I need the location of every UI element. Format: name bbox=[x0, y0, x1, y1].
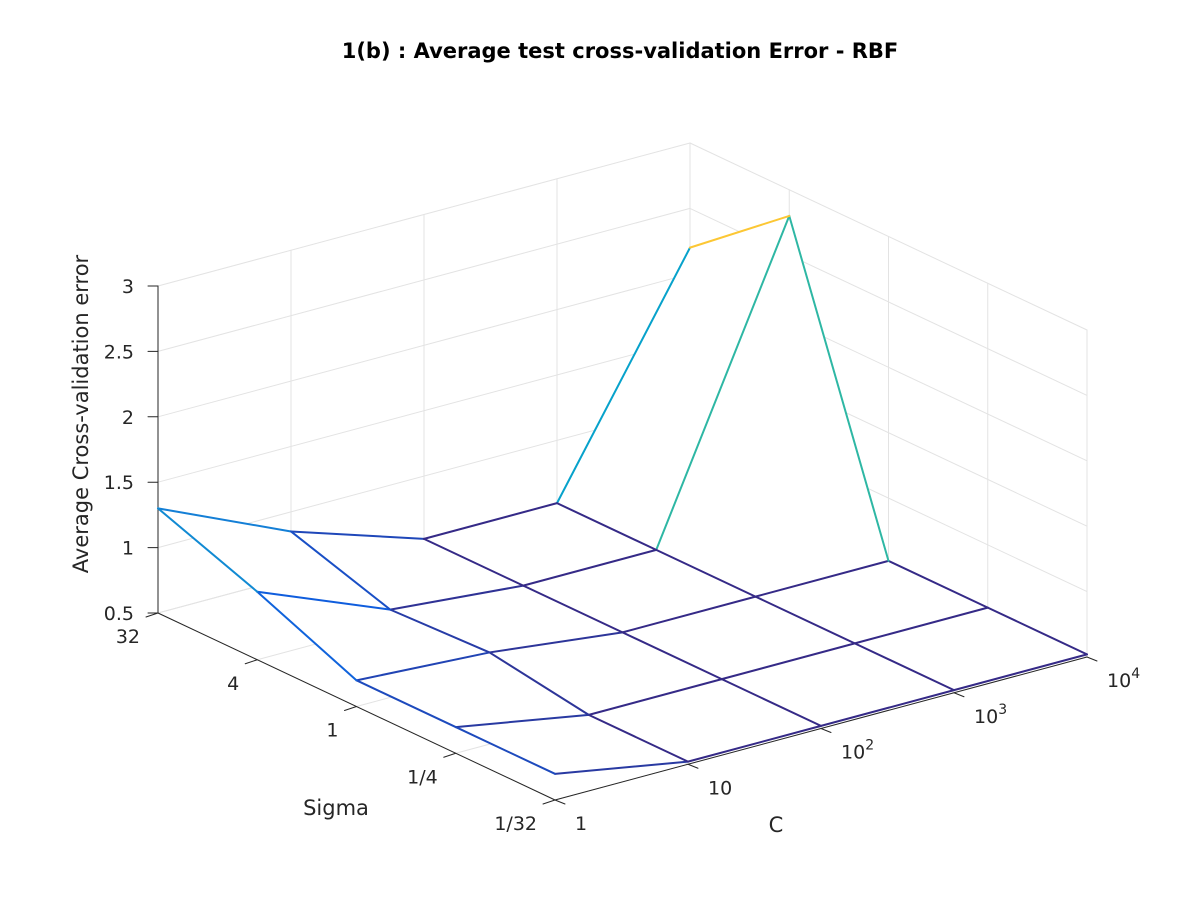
mesh-edge bbox=[754, 595, 856, 645]
surface-face bbox=[257, 591, 490, 681]
axes bbox=[145, 285, 1098, 805]
mesh-edge bbox=[554, 760, 689, 775]
x-tick-label: 102 bbox=[841, 738, 874, 764]
mesh-edge bbox=[355, 679, 457, 729]
mesh-edge bbox=[689, 214, 791, 249]
grid-line bbox=[157, 142, 691, 287]
mesh-edge bbox=[522, 548, 658, 587]
grid-line bbox=[689, 142, 1088, 331]
mesh-edge bbox=[522, 584, 624, 634]
x-tick-mark bbox=[820, 728, 832, 733]
mesh-edge bbox=[853, 606, 989, 645]
mesh-edge bbox=[986, 606, 1088, 656]
y-tick-mark bbox=[443, 752, 457, 758]
tick-labels: 1 10 102 103 104 1/32 1/4 1 4 320.5 1 1.5 2 2.5 3 bbox=[104, 276, 1140, 835]
y-tick-mark bbox=[145, 612, 159, 618]
z-tick-label: 1 bbox=[122, 538, 134, 560]
mesh-edge bbox=[290, 530, 392, 611]
mesh-edge bbox=[256, 590, 358, 682]
x-tick-mark bbox=[1086, 656, 1098, 662]
mesh-edge bbox=[953, 653, 1088, 692]
mesh-edge bbox=[754, 559, 890, 598]
mesh-edge bbox=[389, 584, 525, 611]
mesh-edge bbox=[621, 595, 757, 634]
z-tick-label: 0.5 bbox=[104, 603, 134, 625]
surface-face bbox=[557, 215, 790, 550]
grid-line bbox=[157, 273, 691, 418]
y-tick-mark bbox=[344, 706, 357, 711]
y-tick-mark bbox=[542, 799, 556, 805]
surface-face bbox=[291, 531, 524, 610]
x-tick-label: 10 bbox=[708, 777, 732, 799]
mesh-edge bbox=[454, 726, 556, 775]
mesh-edge bbox=[290, 530, 425, 540]
x-tick-label: 104 bbox=[1107, 666, 1140, 692]
y-tick-label: 1/4 bbox=[407, 766, 438, 788]
surface-face bbox=[656, 215, 889, 597]
mesh-edge bbox=[587, 678, 723, 716]
y-tick-mark bbox=[244, 659, 258, 665]
surface-mesh bbox=[157, 214, 1088, 775]
mesh-edge bbox=[687, 724, 822, 763]
surface-face bbox=[390, 585, 623, 653]
y-tick-label: 32 bbox=[116, 626, 140, 648]
z-tick-label: 2.5 bbox=[104, 341, 134, 363]
mesh-edge bbox=[423, 502, 558, 540]
mesh-edge bbox=[355, 651, 491, 682]
mesh-edge bbox=[488, 651, 590, 716]
mesh-edge bbox=[788, 214, 890, 562]
chart-title: 1(b) : Average test cross-validation Err… bbox=[342, 39, 899, 63]
z-tick-label: 2 bbox=[122, 407, 134, 429]
mesh-edge bbox=[423, 537, 525, 587]
mesh-edge bbox=[256, 590, 392, 611]
x-tick-mark bbox=[687, 763, 699, 769]
mesh-edge bbox=[389, 608, 491, 654]
mesh-edge bbox=[655, 548, 757, 598]
mesh-edge bbox=[720, 678, 822, 727]
mesh-edge bbox=[853, 642, 955, 692]
y-tick-label: 1/32 bbox=[494, 813, 537, 835]
mesh-edge bbox=[556, 502, 658, 551]
x-tick-label: 103 bbox=[974, 702, 1007, 728]
x-tick-label: 1 bbox=[575, 813, 587, 835]
x-tick-mark bbox=[953, 692, 965, 698]
grid-line bbox=[157, 338, 691, 483]
y-tick-label: 1 bbox=[326, 720, 338, 742]
y-tick-label: 4 bbox=[227, 673, 239, 695]
mesh-edge bbox=[621, 631, 723, 681]
surface-face bbox=[158, 508, 391, 610]
mesh-edge bbox=[488, 631, 624, 654]
mesh-edge bbox=[157, 507, 259, 593]
z-tick-label: 3 bbox=[122, 276, 134, 298]
x-tick-mark bbox=[554, 799, 566, 805]
surface-face bbox=[356, 652, 589, 728]
mesh-edge bbox=[887, 559, 989, 609]
x-axis-label: C bbox=[769, 813, 784, 837]
mesh-edge bbox=[454, 713, 590, 729]
mesh-edge bbox=[820, 689, 955, 727]
surface-face bbox=[455, 714, 688, 774]
mesh-edge bbox=[587, 713, 689, 763]
grid-line bbox=[157, 207, 691, 352]
mesh-edge bbox=[655, 214, 791, 551]
mesh-edge bbox=[556, 246, 691, 505]
mesh-edge bbox=[157, 507, 292, 533]
z-tick-label: 1.5 bbox=[104, 472, 134, 494]
mesh-edge bbox=[720, 642, 856, 681]
y-axis-label: Sigma bbox=[303, 796, 369, 820]
z-axis-label: Average Cross-validation error bbox=[69, 254, 93, 573]
